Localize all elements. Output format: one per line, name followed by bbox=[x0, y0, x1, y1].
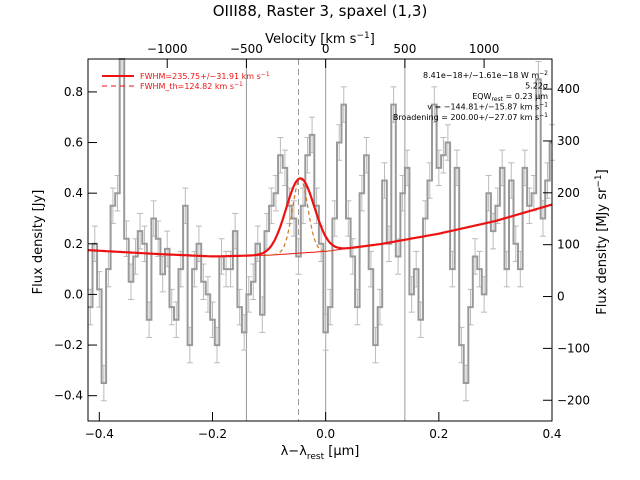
spectrum bbox=[88, 58, 552, 384]
top-tick-label: 0 bbox=[322, 42, 330, 56]
x-axis-label-unit: [μm] bbox=[324, 444, 359, 459]
top-axis-label: Velocity [km s−1] bbox=[265, 31, 375, 47]
legend-label-sup: −1 bbox=[261, 71, 270, 78]
x-tick-label: 0.4 bbox=[542, 427, 561, 441]
x-tick-label: 0.0 bbox=[316, 427, 335, 441]
fit-annotation: 8.41e−18+/−1.61e−18 W m−2 bbox=[423, 70, 548, 80]
legend: FWHM=235.75+/−31.91 km s−1FWHM_th=124.82… bbox=[102, 71, 270, 91]
x-tick-label: −0.4 bbox=[85, 427, 114, 441]
annotation-sup: −2 bbox=[539, 70, 548, 77]
svg-text:λ−λrest [μm]: λ−λrest [μm] bbox=[281, 444, 360, 462]
annotation-text: Broadening = 200.00+/−27.07 km s bbox=[393, 113, 539, 122]
x-tick-label: 0.2 bbox=[429, 427, 448, 441]
svg-text:Flux density [MJy sr−1]: Flux density [MJy sr−1] bbox=[594, 169, 610, 314]
top-tick-label: 500 bbox=[393, 42, 416, 56]
legend-label-text: FWHM_th=124.82 km s bbox=[140, 82, 234, 91]
plot-axes: −0.4 −0.2 0.0 0.2 0.4 −0.4 −0.2 0.0 0.2 0.4 0.6 0.8… bbox=[54, 42, 590, 441]
legend-label: FWHM_th=124.82 km s−1 bbox=[140, 81, 243, 91]
x-axis-label-main: λ−λ bbox=[281, 444, 308, 459]
annotation-text: 5.22σ bbox=[525, 82, 548, 91]
annotation-text: v = −144.81+/−15.87 km s bbox=[427, 103, 539, 112]
y-tick-label: −0.4 bbox=[54, 389, 83, 403]
legend-label-sup: −1 bbox=[234, 81, 243, 88]
right-tick-label: 300 bbox=[557, 134, 580, 148]
top-tick-label: 1000 bbox=[469, 42, 500, 56]
y-axis-label-right-main: Flux density [MJy sr bbox=[595, 187, 610, 315]
plot-frame bbox=[87, 58, 553, 422]
y-tick-label: 0.8 bbox=[64, 85, 83, 99]
y-tick-label: 0.6 bbox=[64, 136, 83, 150]
chart-title: OIII88, Raster 3, spaxel (1,3) bbox=[213, 2, 428, 20]
x-axis-label-sub: rest bbox=[307, 452, 325, 462]
y-axis-label-left: Flux density [Jy] bbox=[31, 190, 46, 295]
annotation-sub: rest bbox=[491, 96, 503, 103]
legend-label: FWHM=235.75+/−31.91 km s−1 bbox=[140, 71, 270, 81]
fit-annotation: v = −144.81+/−15.87 km s−1 bbox=[427, 102, 548, 112]
continuum-baseline bbox=[87, 204, 553, 257]
svg-text:Velocity [km s−1]: Velocity [km s−1] bbox=[265, 31, 375, 47]
fit-curves bbox=[87, 177, 553, 258]
right-tick-label: 0 bbox=[557, 290, 565, 304]
top-axis-label-end: ] bbox=[370, 32, 375, 47]
y-tick-label: 0.2 bbox=[64, 237, 83, 251]
right-tick-label: −100 bbox=[557, 341, 590, 355]
fit-annotation: Broadening = 200.00+/−27.07 km s−1 bbox=[393, 112, 548, 122]
fit-annotation: 5.22σ bbox=[525, 82, 548, 91]
top-tick-label: −1000 bbox=[147, 42, 188, 56]
fit-curve-line bbox=[87, 177, 553, 258]
y-tick-label: 0.4 bbox=[64, 186, 83, 200]
right-tick-label: 200 bbox=[557, 186, 580, 200]
y-axis-label-right-end: ] bbox=[595, 169, 610, 174]
right-tick-label: 400 bbox=[557, 82, 580, 96]
annotation-sup: −1 bbox=[539, 112, 548, 119]
top-axis-label-main: Velocity [km s bbox=[265, 32, 357, 47]
legend-label-text: FWHM=235.75+/−31.91 km s bbox=[140, 72, 261, 81]
right-tick-label: 100 bbox=[557, 238, 580, 252]
fit-annotation: EQWrest = 0.23 μm bbox=[472, 92, 548, 103]
annotation-rest: = 0.23 μm bbox=[503, 92, 548, 101]
right-tick-label: −200 bbox=[557, 393, 590, 407]
x-tick-label: −0.2 bbox=[198, 427, 227, 441]
y-axis-label-right: Flux density [MJy sr−1] bbox=[594, 169, 610, 314]
annotation-sup: −1 bbox=[539, 102, 548, 109]
x-axis-label: λ−λrest [μm] bbox=[281, 444, 360, 462]
annotation-text: EQW bbox=[472, 92, 491, 101]
y-tick-label: 0.0 bbox=[64, 287, 83, 301]
top-tick-label: −500 bbox=[230, 42, 263, 56]
top-axis-label-sup: −1 bbox=[356, 31, 369, 41]
reference-lines bbox=[245, 59, 406, 421]
y-tick-label: −0.2 bbox=[54, 338, 83, 352]
y-axis-label-right-sup: −1 bbox=[594, 174, 604, 187]
spectrum-line bbox=[88, 58, 552, 384]
annotation-text: 8.41e−18+/−1.61e−18 W m bbox=[423, 71, 539, 80]
